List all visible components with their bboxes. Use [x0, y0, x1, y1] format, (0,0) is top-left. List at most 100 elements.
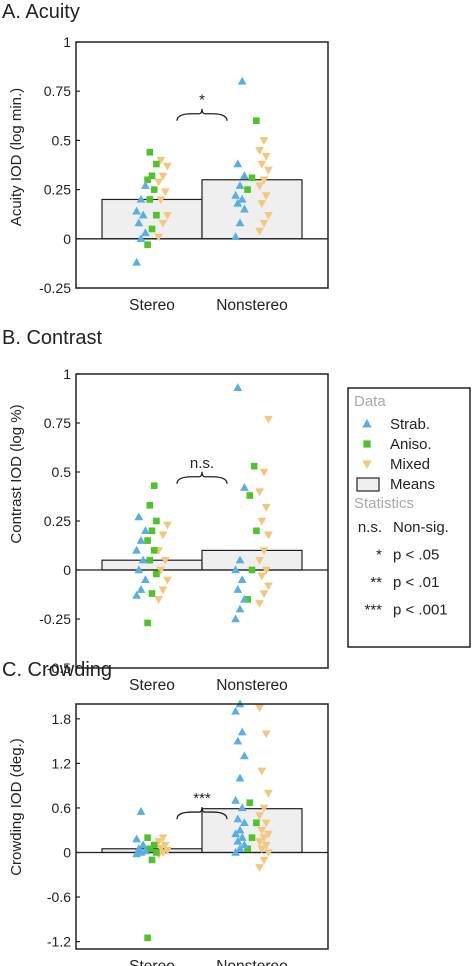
- legend-stat-symbol: **: [370, 574, 382, 591]
- data-point-strab: [134, 844, 144, 852]
- data-point-aniso: [248, 834, 256, 841]
- data-point-strab: [237, 575, 247, 584]
- legend-label: Mixed: [390, 456, 430, 473]
- panel-title-contrast: B. Contrast: [2, 327, 102, 349]
- data-point-mixed: [264, 166, 273, 175]
- legend-swatch-strab: [362, 419, 372, 428]
- data-point-mixed: [160, 556, 170, 565]
- data-point-strab: [233, 836, 243, 845]
- data-point-strab: [237, 803, 247, 812]
- panel-title-acuity: A. Acuity: [2, 1, 80, 23]
- data-point-mixed: [255, 182, 264, 191]
- data-point-aniso: [146, 148, 154, 156]
- y-tick-label: 0.25: [44, 182, 71, 198]
- data-point-mixed: [163, 521, 172, 530]
- data-point-mixed: [156, 566, 166, 575]
- legend-label: Means: [390, 476, 435, 493]
- data-point-aniso: [253, 527, 260, 535]
- data-point-strab: [134, 565, 144, 574]
- data-point-mixed: [255, 556, 264, 565]
- data-point-strab: [231, 795, 240, 804]
- data-point-aniso: [250, 462, 258, 470]
- data-point-mixed: [257, 572, 267, 581]
- data-point-mixed: [156, 156, 166, 165]
- data-point-strab: [235, 181, 245, 189]
- data-point-mixed: [264, 830, 273, 839]
- data-point-strab: [136, 234, 146, 243]
- y-tick-label: 0.25: [44, 513, 71, 529]
- data-point-aniso: [146, 556, 154, 564]
- data-point-mixed: [259, 590, 269, 599]
- y-tick-label: 1: [63, 34, 71, 50]
- data-point-strab: [231, 614, 240, 623]
- panel-crowding: C. Crowding Crowding IOD (deg.) -1.2 -0.6…: [2, 659, 329, 966]
- category-label-stereo: Stereo: [129, 297, 175, 314]
- data-point-aniso: [144, 619, 151, 627]
- legend-stat-text: Non-sig.: [393, 519, 449, 536]
- data-point-strab: [235, 604, 245, 613]
- data-point-strab: [141, 575, 150, 584]
- data-point-mixed: [163, 162, 172, 171]
- y-tick-label: 0: [63, 562, 71, 578]
- data-point-strab: [237, 833, 247, 841]
- data-point-aniso: [246, 492, 254, 499]
- data-point-aniso: [144, 834, 151, 841]
- data-point-strab: [231, 829, 240, 838]
- legend: Data Strab. Aniso. Mixed Means Statistics n…: [347, 387, 471, 648]
- data-point-mixed: [264, 789, 273, 798]
- panel-contrast: B. Contrast Contrast IOD (log %) -0.5-0.…: [2, 327, 329, 694]
- data-point-aniso: [253, 117, 260, 125]
- data-point-strab: [237, 194, 247, 203]
- data-point-aniso: [144, 176, 151, 184]
- data-point-mixed: [261, 819, 271, 828]
- data-point-mixed: [259, 804, 269, 813]
- data-point-strab: [233, 736, 243, 745]
- data-point-strab: [233, 383, 243, 391]
- axes-frame: [75, 41, 329, 289]
- legend-stat-symbol: *: [376, 547, 382, 564]
- legend-frame: [347, 387, 471, 648]
- data-point-mixed: [257, 200, 267, 208]
- y-tick-label: 0.75: [44, 415, 71, 431]
- plot-contrast: -0.5 -0.25 0 0.25 0.5 0.75 1 Stereo Nonstereo n.s…: [39, 366, 329, 694]
- y-tick-label: 1.8: [52, 711, 72, 727]
- data-point-mixed: [255, 488, 264, 497]
- data-point-mixed: [261, 566, 271, 575]
- y-axis-label-acuity: Acuity IOD (log min.): [8, 88, 25, 226]
- data-point-mixed: [259, 468, 269, 477]
- legend-stat-symbol: ***: [364, 602, 382, 619]
- data-point-mixed: [158, 531, 168, 540]
- data-point-mixed: [255, 864, 264, 872]
- data-point-mixed: [160, 188, 170, 197]
- data-point-aniso: [148, 172, 156, 180]
- data-point-aniso: [150, 482, 158, 490]
- data-point-mixed: [255, 227, 264, 236]
- axes-frame: [75, 373, 329, 669]
- data-point-aniso: [150, 547, 158, 554]
- data-point-strab: [235, 218, 245, 227]
- data-point-strab: [240, 594, 249, 603]
- data-point-mixed: [257, 767, 267, 776]
- data-point-strab: [233, 159, 243, 168]
- legend-stat-text: p < .05: [393, 547, 439, 564]
- data-point-strab: [231, 190, 240, 199]
- data-point-mixed: [264, 415, 273, 424]
- y-tick-label: 0.5: [52, 464, 72, 480]
- data-point-strab: [240, 751, 249, 760]
- data-point-mixed: [255, 600, 264, 608]
- data-point-mixed: [264, 531, 273, 540]
- y-tick-label: -0.25: [39, 280, 71, 296]
- data-point-strab: [231, 565, 240, 574]
- data-point-mixed: [158, 172, 168, 181]
- data-point-strab: [240, 840, 249, 849]
- data-point-mixed: [255, 812, 264, 820]
- data-point-mixed: [163, 576, 172, 585]
- data-point-mixed: [160, 841, 170, 850]
- data-point-strab: [233, 814, 243, 823]
- data-point-mixed: [158, 219, 168, 228]
- data-point-mixed: [255, 704, 264, 713]
- y-tick-label: 0.6: [52, 800, 72, 816]
- data-point-mixed: [264, 849, 273, 858]
- data-point-aniso: [148, 225, 156, 233]
